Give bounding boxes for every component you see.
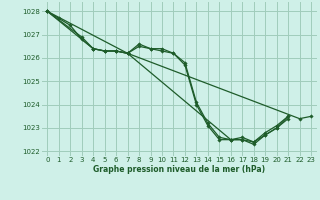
- X-axis label: Graphe pression niveau de la mer (hPa): Graphe pression niveau de la mer (hPa): [93, 165, 265, 174]
